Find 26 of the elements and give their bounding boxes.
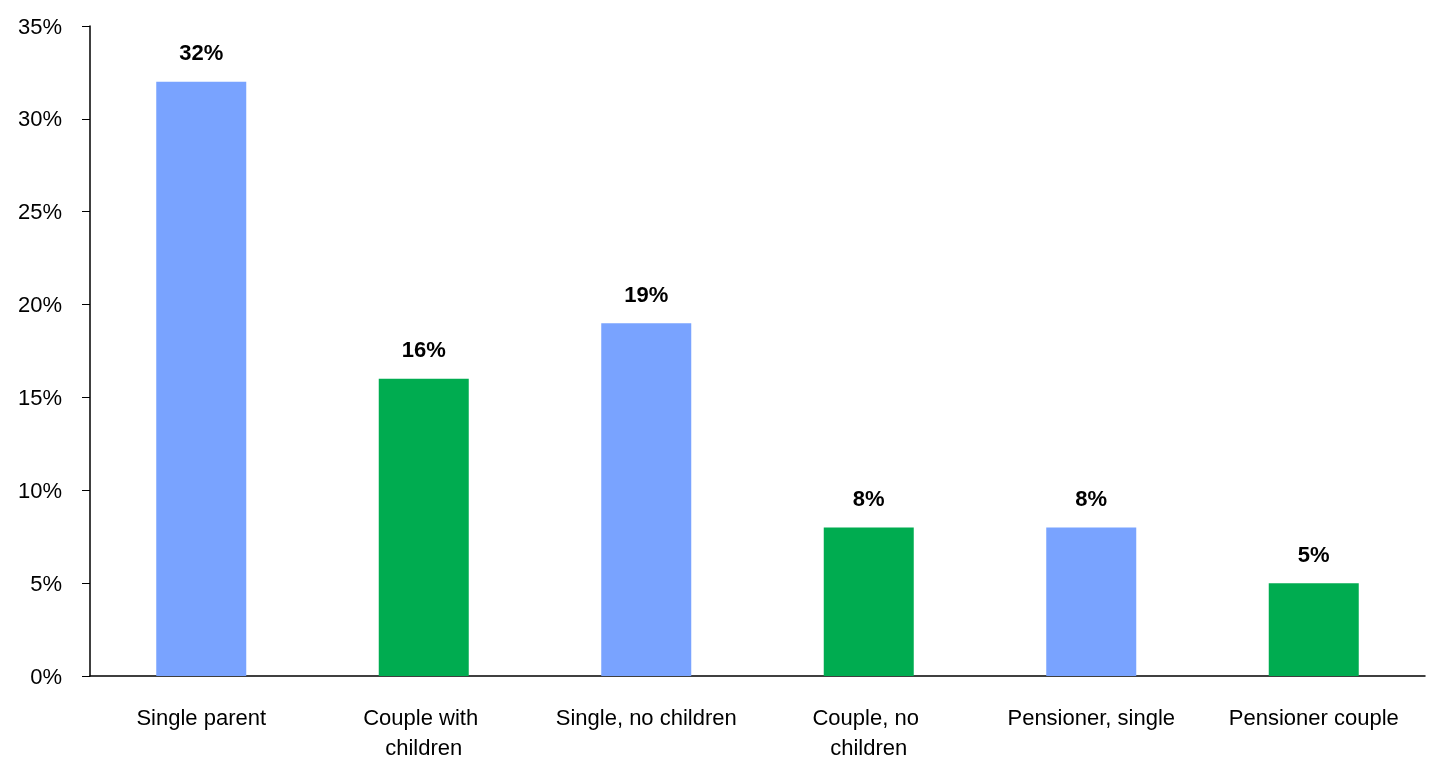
bar bbox=[156, 81, 247, 676]
bar bbox=[378, 378, 469, 676]
x-tick-label: Single, no children bbox=[555, 704, 737, 730]
x-tick-label: Couple, no children bbox=[812, 704, 926, 760]
data-label: 8% bbox=[852, 485, 885, 511]
x-tick-label: Pensioner couple bbox=[1228, 704, 1399, 730]
x-tick-label: Single parent bbox=[136, 704, 267, 730]
data-label: 32% bbox=[179, 40, 224, 66]
data-label: 8% bbox=[1075, 485, 1108, 511]
y-tick-label: 30% bbox=[17, 106, 62, 132]
y-tick-label: 5% bbox=[30, 570, 62, 596]
y-tick-label: 20% bbox=[17, 292, 62, 318]
y-tick-label: 35% bbox=[17, 13, 62, 39]
x-tick-label: Pensioner, single bbox=[1007, 704, 1176, 730]
y-tick-label: 25% bbox=[17, 199, 62, 225]
bar bbox=[1046, 527, 1137, 676]
bar bbox=[823, 527, 914, 676]
data-label: 16% bbox=[401, 337, 446, 363]
bar bbox=[601, 323, 692, 676]
data-label: 5% bbox=[1297, 541, 1330, 567]
y-tick-label: 15% bbox=[17, 384, 62, 410]
data-label: 19% bbox=[624, 281, 669, 307]
x-tick-label: Couple with children bbox=[363, 704, 485, 760]
y-tick-label: 10% bbox=[17, 477, 62, 503]
bar bbox=[1268, 583, 1359, 676]
y-tick-label: 0% bbox=[30, 663, 62, 689]
